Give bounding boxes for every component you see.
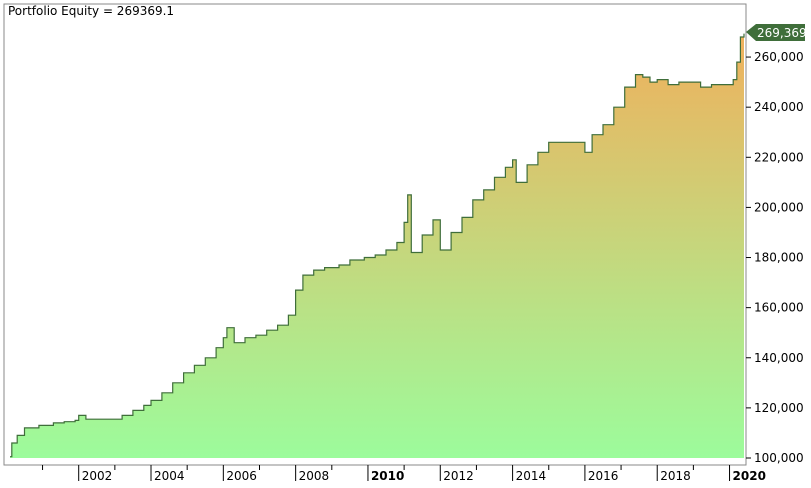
x-tick-label: 2016 (588, 469, 619, 483)
x-tick-label: 2008 (299, 469, 330, 483)
y-tick-label: 260,000 (754, 50, 804, 64)
x-tick-label: 2014 (516, 469, 547, 483)
equity-area-layer (10, 33, 745, 458)
chart-title: Portfolio Equity = 269369.1 (8, 4, 174, 18)
x-tick-label: 2002 (82, 469, 113, 483)
last-value-badge: 269,369 (746, 24, 807, 41)
y-tick-label: 220,000 (754, 150, 804, 164)
x-tick-label: 2012 (443, 469, 474, 483)
x-tick-label: 2018 (660, 469, 691, 483)
equity-series-line (10, 33, 745, 458)
y-tick-label: 120,000 (754, 401, 804, 415)
x-tick-label: 2006 (226, 469, 257, 483)
y-tick-label: 160,000 (754, 301, 804, 315)
last-value-label: 269,369 (757, 26, 807, 40)
x-tick-label: 2010 (371, 469, 404, 483)
y-axis: 100,000 120,000 140,000 160,000 180,000 200,0… (746, 50, 804, 465)
x-tick-label: 2004 (154, 469, 185, 483)
y-tick-label: 140,000 (754, 351, 804, 365)
y-tick-label: 200,000 (754, 200, 804, 214)
x-tick-label: 2020 (733, 469, 766, 483)
y-tick-label: 100,000 (754, 451, 804, 465)
y-tick-label: 180,000 (754, 251, 804, 265)
equity-area-fill (10, 33, 744, 458)
x-axis: 2002 2004 2006 2008 2010 2012 2014 2016 2018 2020 (42, 465, 766, 483)
y-tick-label: 240,000 (754, 100, 804, 114)
last-value-badge-bg (746, 24, 805, 41)
